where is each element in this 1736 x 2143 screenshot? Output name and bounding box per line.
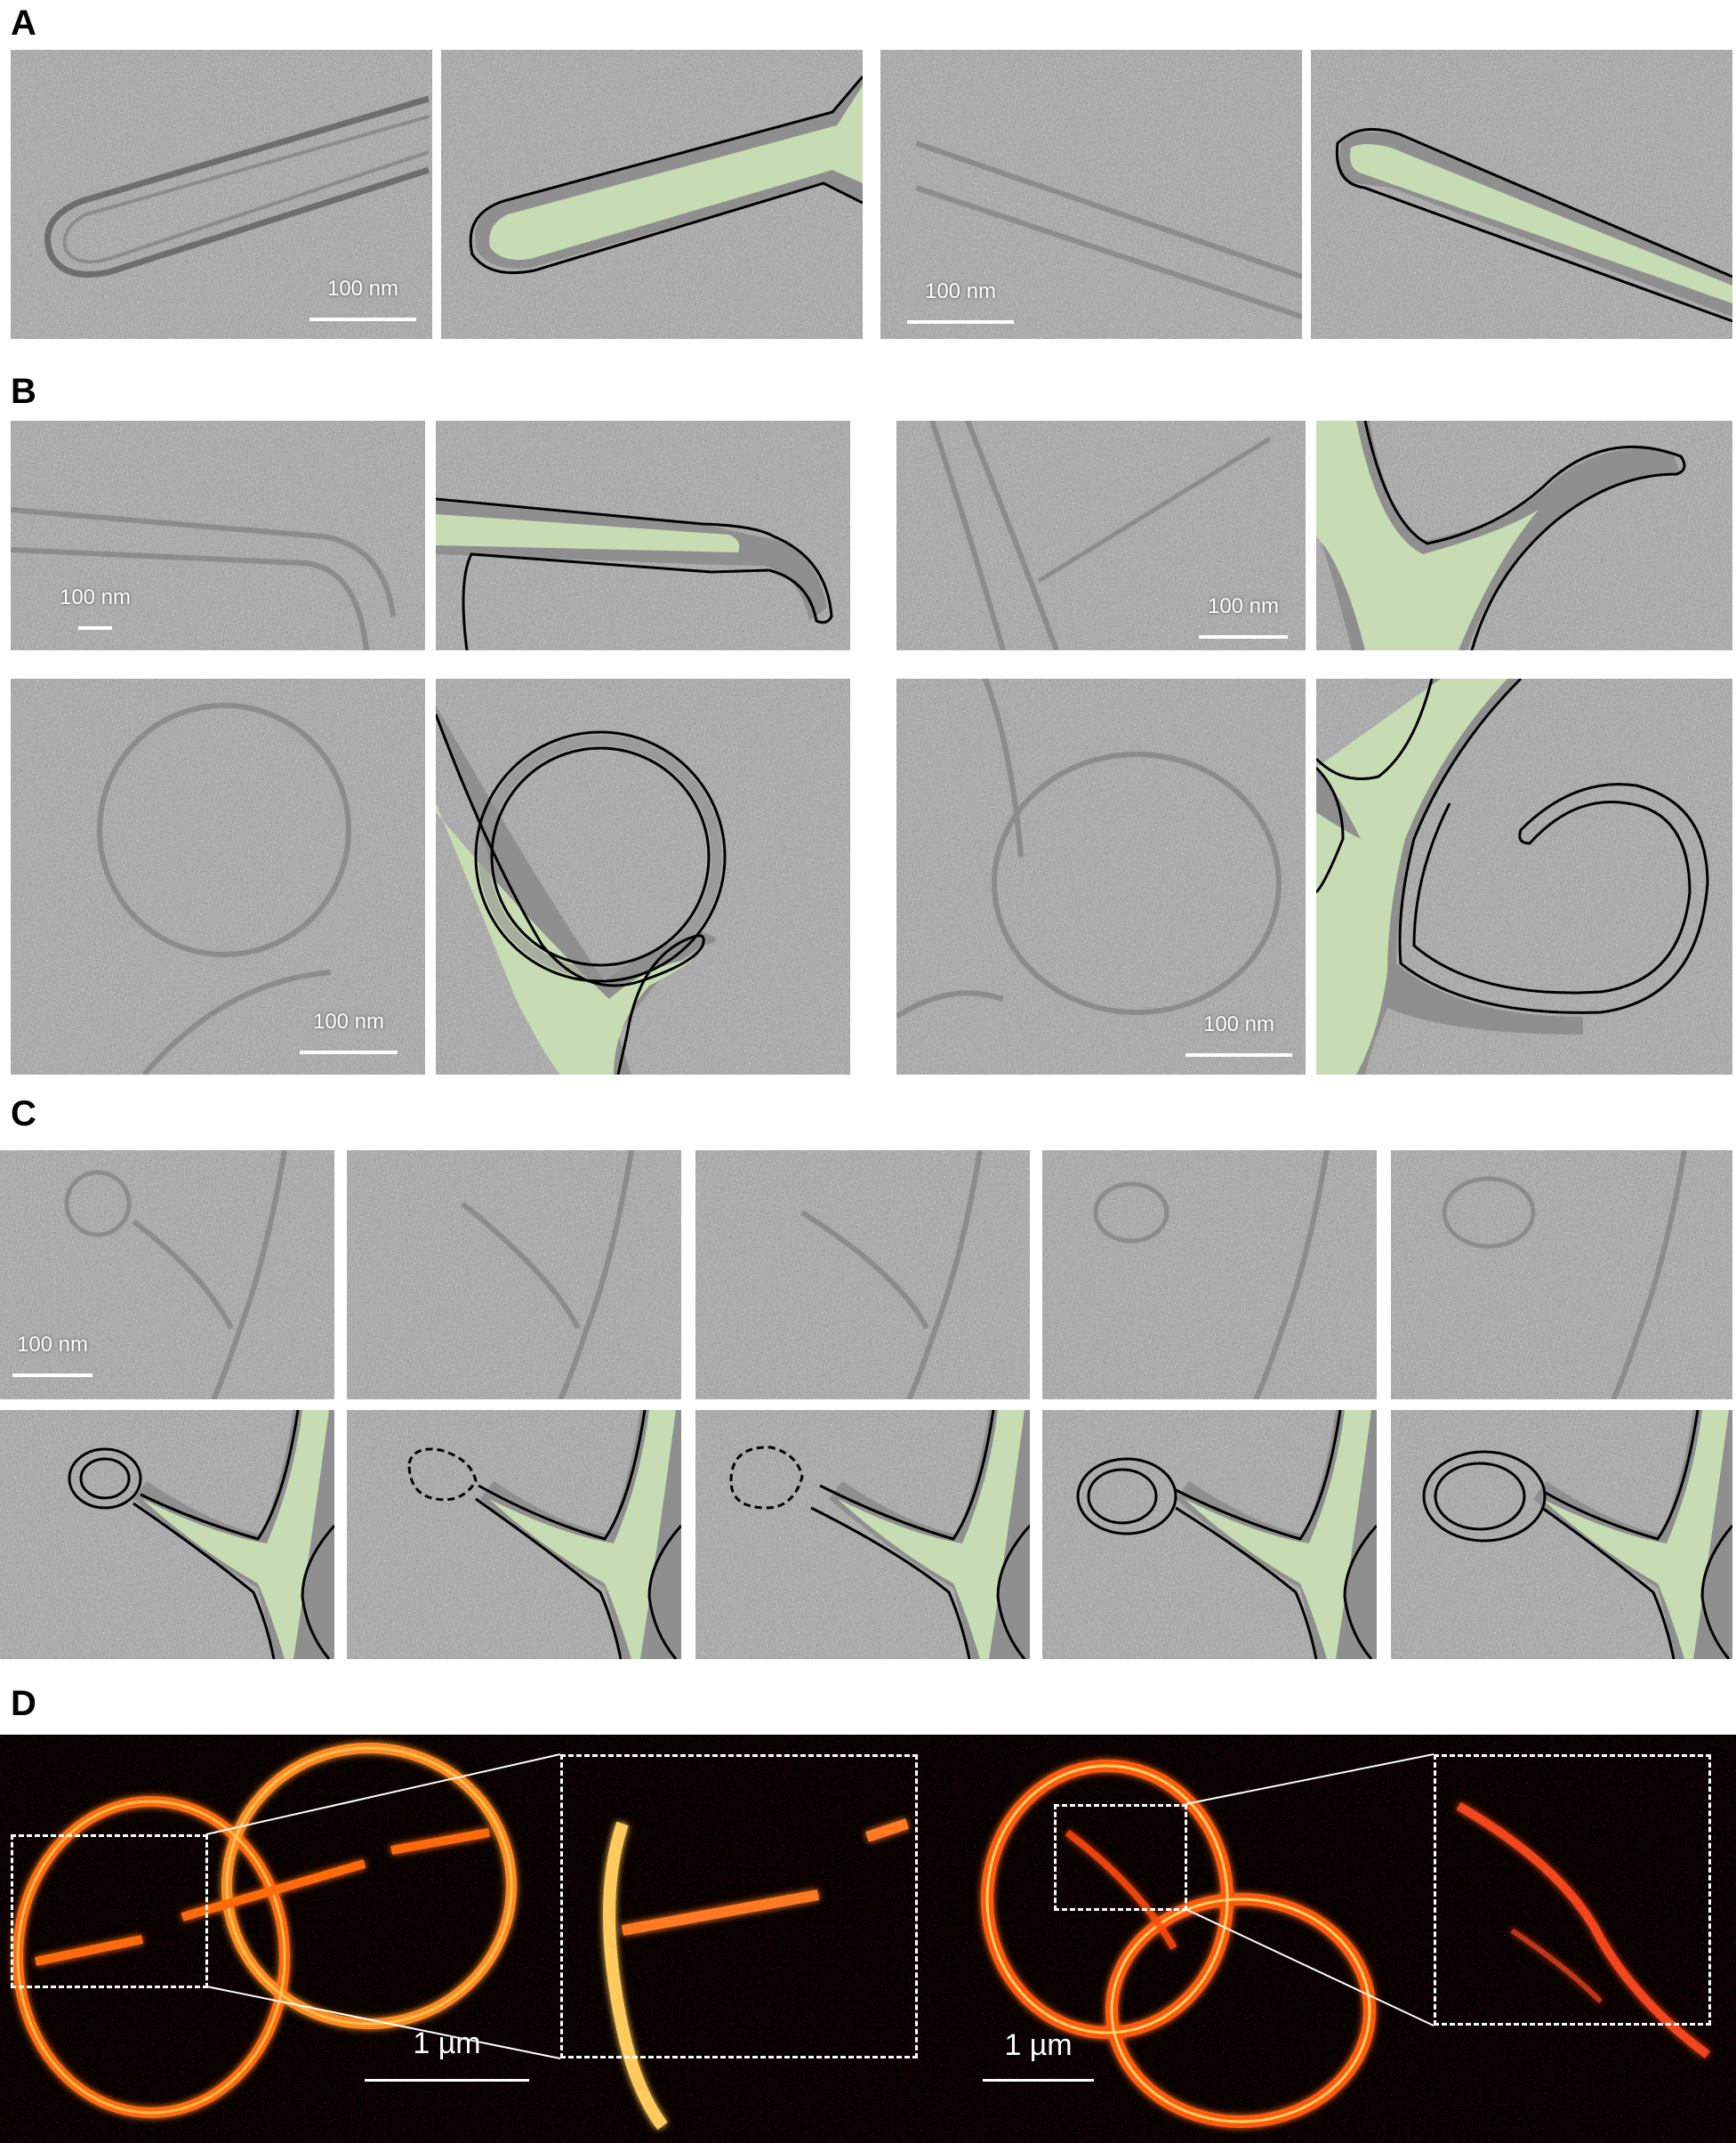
segmentation-fill xyxy=(489,1410,676,1659)
segmentation-outline xyxy=(1363,421,1686,650)
segmentation-fill xyxy=(838,1410,1025,1659)
scale-bar-d-right: 1 µm xyxy=(983,2028,1094,2082)
scale-label: 100 nm xyxy=(16,1333,89,1357)
tomogram-b4: 100 nm xyxy=(896,679,1306,1075)
tomogram-a1: 100 nm xyxy=(11,50,432,339)
segmentation-fill xyxy=(1185,1410,1371,1659)
scale-label: 100 nm xyxy=(924,279,997,303)
tomogram-b2-segmented xyxy=(1316,421,1732,650)
tomogram-b1-segmented xyxy=(436,421,850,650)
segmentation-outline xyxy=(1335,127,1732,323)
segmentation-fill xyxy=(436,803,694,1075)
vesicle-outer xyxy=(68,1447,142,1510)
segmentation-outline xyxy=(436,713,705,1075)
segmentation-outline xyxy=(1175,1410,1377,1659)
segmentation-outline xyxy=(133,1410,334,1659)
scale-label: 100 nm xyxy=(1207,594,1280,618)
tomogram-b1: 100 nm xyxy=(11,421,425,650)
scale-bar-b-br: 100 nm xyxy=(1185,1012,1292,1057)
tomogram-b3-segmented xyxy=(436,679,850,1075)
scale-bar-c: 100 nm xyxy=(12,1333,92,1377)
scale-line xyxy=(907,320,1014,324)
scale-line xyxy=(12,1374,92,1377)
fluorescence-image: 1 µm 1 µm xyxy=(0,1735,1736,2143)
vesicle-outer xyxy=(474,730,727,983)
tomogram-b4-segmented xyxy=(1316,679,1732,1075)
membrane-tube xyxy=(44,95,430,278)
scale-bar-a-right: 100 nm xyxy=(907,279,1014,324)
vesicle-inner xyxy=(490,746,711,967)
scale-line xyxy=(1185,1053,1292,1057)
tomogram-c-seg-3 xyxy=(695,1410,1030,1659)
segmentation-outline xyxy=(475,1410,681,1659)
roi-box-left xyxy=(11,1834,208,1988)
vesicle-dashed xyxy=(407,1447,478,1502)
segmentation-fill xyxy=(142,1410,329,1659)
scale-label: 100 nm xyxy=(312,1010,385,1034)
scale-label: 1 µm xyxy=(1004,2028,1073,2062)
segmentation-outline xyxy=(469,76,863,275)
scale-line xyxy=(309,318,416,321)
vesicle-inner xyxy=(1087,1468,1158,1525)
tomogram-b2: 100 nm xyxy=(896,421,1306,650)
inset-box-right xyxy=(1434,1754,1711,2026)
vesicle-dashed xyxy=(729,1446,804,1510)
scale-line xyxy=(983,2079,1094,2082)
tomogram-a2-segmented xyxy=(1311,50,1732,339)
scale-label: 100 nm xyxy=(1202,1012,1275,1036)
vesicle-outer xyxy=(1422,1450,1547,1543)
scale-bar-a-left: 100 nm xyxy=(309,277,416,321)
tomogram-c-raw-1: 100 nm xyxy=(0,1150,334,1399)
connector-line xyxy=(205,1753,561,1835)
scale-bar-b-tl: 100 nm xyxy=(55,585,135,630)
tomogram-b3: 100 nm xyxy=(11,679,425,1075)
scale-line xyxy=(365,2079,529,2082)
segmentation-fill xyxy=(1542,1410,1729,1659)
tomogram-c-raw-3 xyxy=(695,1150,1030,1399)
tomogram-c-seg-5 xyxy=(1391,1410,1732,1659)
tomogram-c-seg-4 xyxy=(1042,1410,1377,1659)
inset-box-left xyxy=(560,1754,918,2058)
tomogram-c-raw-4 xyxy=(1042,1150,1377,1399)
scale-bar-d-left: 1 µm xyxy=(365,2026,529,2082)
scale-bar-b-tr: 100 nm xyxy=(1199,594,1288,639)
segmentation-outline xyxy=(436,497,833,650)
scale-label: 100 nm xyxy=(59,585,132,609)
vesicle-inner xyxy=(79,1457,131,1500)
panel-letter-d: D xyxy=(11,1684,36,1723)
membrane-tube-inner xyxy=(62,115,430,264)
scale-line xyxy=(78,626,112,630)
connector-line xyxy=(1185,1753,1435,1805)
tomogram-c-raw-2 xyxy=(347,1150,681,1399)
panel-letter-c: C xyxy=(11,1094,36,1133)
vesicle-outer xyxy=(1076,1457,1177,1535)
tomogram-c-seg-2 xyxy=(347,1410,681,1659)
vesicle-inner xyxy=(1434,1462,1526,1531)
inset-right-fibre xyxy=(1456,1801,1711,2058)
segmentation-outline xyxy=(1398,679,1709,1014)
segmentation-fill xyxy=(489,85,863,261)
connector-line xyxy=(205,1986,561,2059)
scale-bar-b-bl: 100 nm xyxy=(300,1010,398,1054)
tomogram-a1-segmented xyxy=(441,50,863,339)
tomogram-a2: 100 nm xyxy=(880,50,1302,339)
connector-line xyxy=(1185,1908,1435,2026)
scale-label: 100 nm xyxy=(326,277,399,301)
scale-line xyxy=(300,1051,398,1054)
scale-line xyxy=(1199,635,1288,639)
panel-letter-a: A xyxy=(11,4,36,43)
roi-box-right xyxy=(1054,1804,1187,1911)
panel-letter-b: B xyxy=(11,372,36,411)
segmentation-fill xyxy=(436,514,740,552)
segmentation-fill xyxy=(1316,421,1539,650)
scale-label: 1 µm xyxy=(413,2026,481,2060)
segmentation-fill xyxy=(1350,144,1732,303)
segmentation-outline xyxy=(1541,1410,1732,1659)
tomogram-c-raw-5 xyxy=(1391,1150,1732,1399)
segmentation-outline xyxy=(810,1410,1030,1659)
membrane-tube xyxy=(915,141,1302,279)
tomogram-c-seg-1 xyxy=(0,1410,334,1659)
